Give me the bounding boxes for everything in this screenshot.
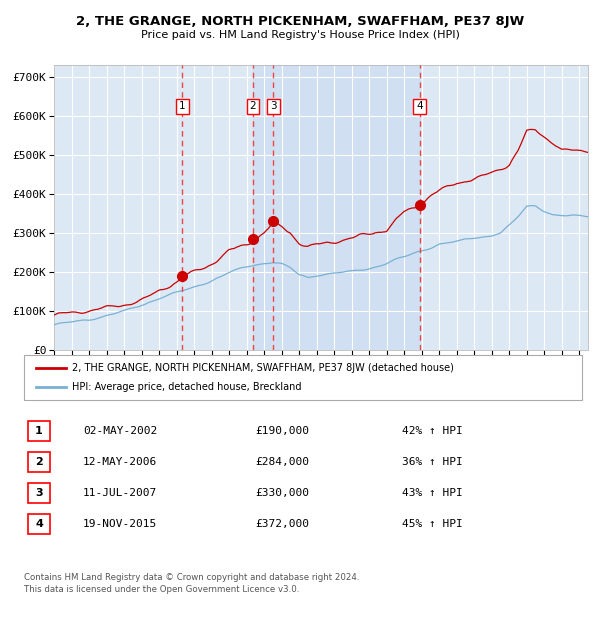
Text: £190,000: £190,000 xyxy=(255,426,309,436)
Text: 2, THE GRANGE, NORTH PICKENHAM, SWAFFHAM, PE37 8JW (detached house): 2, THE GRANGE, NORTH PICKENHAM, SWAFFHAM… xyxy=(72,363,454,373)
Text: HPI: Average price, detached house, Breckland: HPI: Average price, detached house, Brec… xyxy=(72,383,302,392)
Text: This data is licensed under the Open Government Licence v3.0.: This data is licensed under the Open Gov… xyxy=(24,585,299,594)
Text: 42% ↑ HPI: 42% ↑ HPI xyxy=(402,426,463,436)
Text: 36% ↑ HPI: 36% ↑ HPI xyxy=(402,457,463,467)
Text: 19-NOV-2015: 19-NOV-2015 xyxy=(83,519,157,529)
Text: 2: 2 xyxy=(35,457,43,467)
Text: Contains HM Land Registry data © Crown copyright and database right 2024.: Contains HM Land Registry data © Crown c… xyxy=(24,572,359,582)
Text: 4: 4 xyxy=(35,519,43,529)
Text: 3: 3 xyxy=(35,488,43,498)
Text: £372,000: £372,000 xyxy=(255,519,309,529)
Text: 3: 3 xyxy=(270,102,277,112)
Text: 43% ↑ HPI: 43% ↑ HPI xyxy=(402,488,463,498)
Text: £330,000: £330,000 xyxy=(255,488,309,498)
Text: 11-JUL-2007: 11-JUL-2007 xyxy=(83,488,157,498)
Text: £284,000: £284,000 xyxy=(255,457,309,467)
Text: 2: 2 xyxy=(250,102,256,112)
Text: 45% ↑ HPI: 45% ↑ HPI xyxy=(402,519,463,529)
Text: Price paid vs. HM Land Registry's House Price Index (HPI): Price paid vs. HM Land Registry's House … xyxy=(140,30,460,40)
Text: 1: 1 xyxy=(179,102,185,112)
Text: 4: 4 xyxy=(416,102,423,112)
Text: 1: 1 xyxy=(35,426,43,436)
Text: 02-MAY-2002: 02-MAY-2002 xyxy=(83,426,157,436)
Text: 12-MAY-2006: 12-MAY-2006 xyxy=(83,457,157,467)
Text: 2, THE GRANGE, NORTH PICKENHAM, SWAFFHAM, PE37 8JW: 2, THE GRANGE, NORTH PICKENHAM, SWAFFHAM… xyxy=(76,16,524,28)
Bar xyxy=(253,65,419,350)
